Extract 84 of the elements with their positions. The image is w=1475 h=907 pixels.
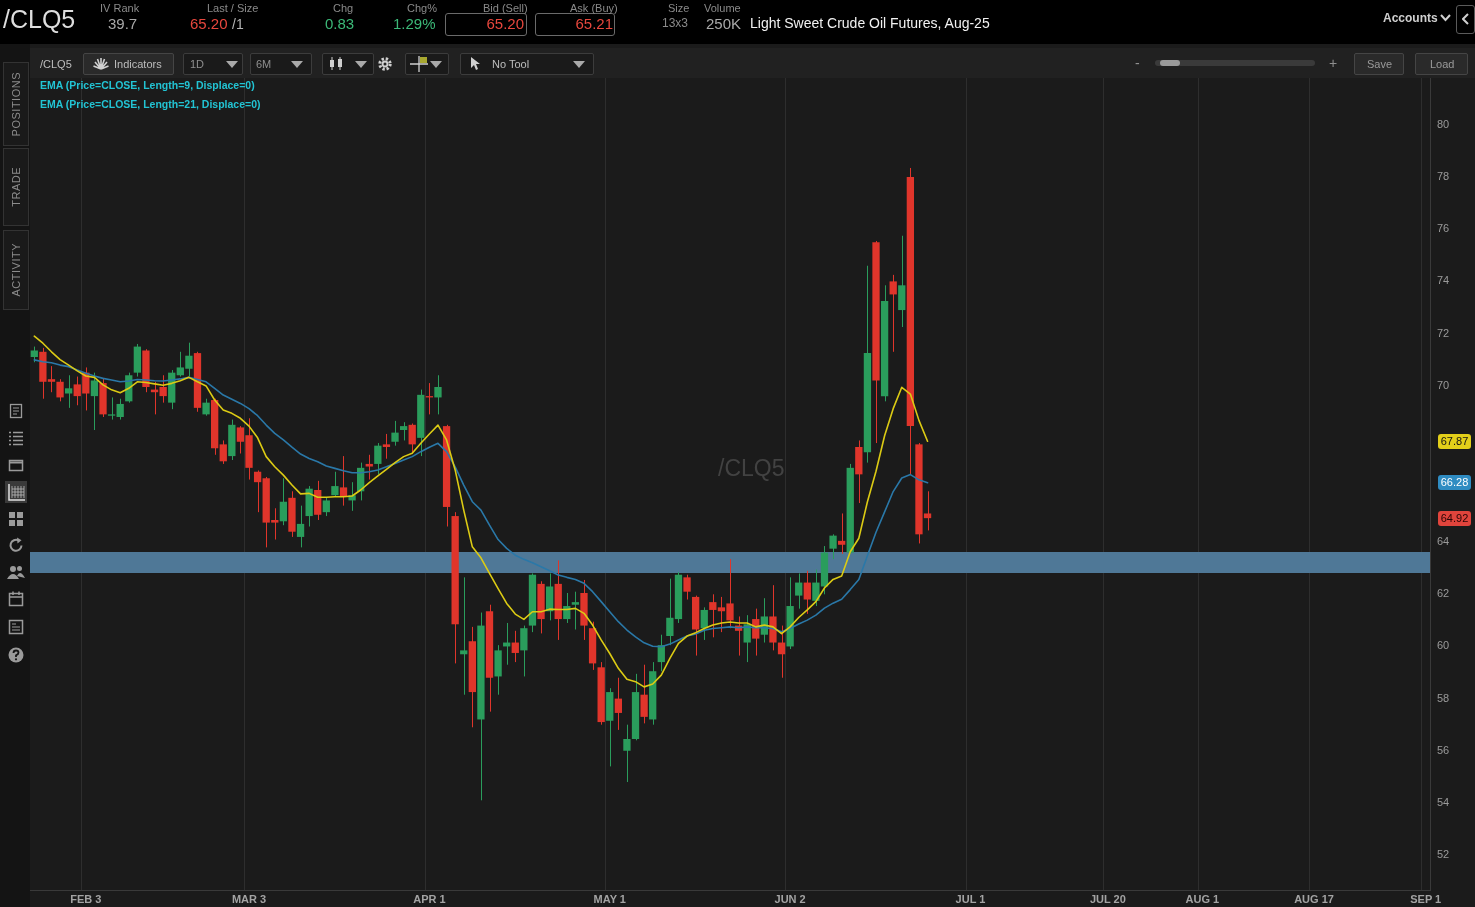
text: - [1135, 55, 1140, 72]
text: 39.7 [108, 15, 138, 33]
x-tick-label: MAR 3 [231, 892, 267, 905]
candlestick [56, 378, 64, 402]
text: Size [668, 2, 690, 15]
candlestick [580, 579, 588, 641]
text: 65.20 [486, 15, 524, 33]
text: No Tool [492, 58, 530, 71]
candlestick [65, 374, 73, 409]
y-tick-label: 78 [1437, 170, 1450, 183]
text: 1D [190, 58, 205, 71]
text: 6M [256, 58, 272, 71]
text: Last / Size [207, 2, 259, 15]
candlestick [494, 644, 502, 696]
x-tick-label: FEB 3 [70, 892, 102, 905]
y-tick-label: 56 [1437, 743, 1450, 756]
candlestick [520, 625, 528, 677]
text: 13x3 [662, 16, 689, 31]
candlestick [288, 490, 296, 538]
candlestick [365, 454, 373, 481]
sidebar-tab: POSITIONS [3, 62, 29, 146]
text: Indicators [114, 58, 162, 71]
price-tag: 66.28 [1438, 475, 1471, 490]
y-tick-label: 76 [1437, 222, 1450, 235]
x-tick-label: AUG 17 [1294, 892, 1334, 905]
y-tick-label: 70 [1437, 378, 1450, 391]
text: Bid (Sell) [483, 2, 528, 15]
y-tick-label: 60 [1437, 639, 1450, 652]
y-tick-label: 72 [1437, 326, 1450, 339]
candlestick [107, 396, 116, 421]
text: Volume [704, 2, 741, 15]
text: 0.83 [325, 15, 355, 33]
text: IV Rank [100, 2, 140, 15]
x-tick-label: SEP 1 [1410, 892, 1442, 905]
text: 250K [706, 15, 742, 33]
x-tick-label: MAY 1 [593, 892, 626, 905]
x-tick-label: JUL 20 [1089, 892, 1126, 905]
candlestick [571, 591, 580, 630]
candlestick [331, 471, 339, 498]
candlestick [305, 485, 313, 527]
chart-subtitle: Light Sweet Crude Oil Futures, Aug-25 [750, 15, 990, 32]
y-tick-label: 64 [1437, 535, 1450, 548]
text: /CLQ5 [40, 58, 72, 71]
candlestick [640, 664, 648, 724]
sidebar-tab: ACTIVITY [3, 230, 29, 310]
x-tick-label: AUG 1 [1185, 892, 1220, 905]
chart-title: /CLQ5 [3, 5, 76, 34]
text: /1 [232, 16, 244, 33]
candlestick [434, 374, 442, 415]
text: + [1329, 55, 1338, 72]
candlestick [382, 433, 391, 460]
y-tick-label: 58 [1437, 691, 1450, 704]
text: 65.20 [190, 15, 228, 33]
text: 65.21 [575, 15, 613, 33]
annotation: EMA (Price=CLOSE, Length=21, Displace=0) [40, 98, 261, 111]
text: Accounts [1383, 11, 1438, 26]
candlestick [829, 533, 837, 560]
candlestick [872, 240, 880, 444]
candlestick [537, 580, 545, 634]
x-tick-label: APR 1 [413, 892, 446, 905]
text: 1.29% [393, 15, 436, 33]
y-tick-label: 52 [1437, 848, 1450, 861]
sidebar-tab: TRADE [3, 148, 29, 226]
candlestick [391, 420, 399, 447]
y-tick-label: 62 [1437, 587, 1450, 600]
x-tick-label: JUL 1 [955, 892, 986, 905]
candlestick [477, 612, 485, 801]
price-tag: 64.92 [1438, 511, 1471, 526]
candlestick [623, 724, 631, 783]
candlestick [202, 398, 210, 417]
text: Load [1430, 58, 1455, 71]
text: Chg% [407, 2, 437, 15]
candlestick [374, 442, 382, 475]
y-tick-label: 54 [1437, 795, 1450, 808]
candlestick [683, 574, 691, 601]
y-tick-label: 80 [1437, 117, 1450, 130]
text: Chg [333, 2, 354, 15]
text: Ask (Buy) [570, 2, 618, 15]
x-tick-label: JUN 2 [774, 892, 806, 905]
y-tick-label: 74 [1437, 274, 1450, 287]
price-tag: 67.87 [1438, 434, 1471, 449]
candlestick [99, 377, 107, 418]
text: Save [1367, 58, 1393, 71]
annotation: EMA (Price=CLOSE, Length=9, Displace=0) [40, 79, 255, 92]
